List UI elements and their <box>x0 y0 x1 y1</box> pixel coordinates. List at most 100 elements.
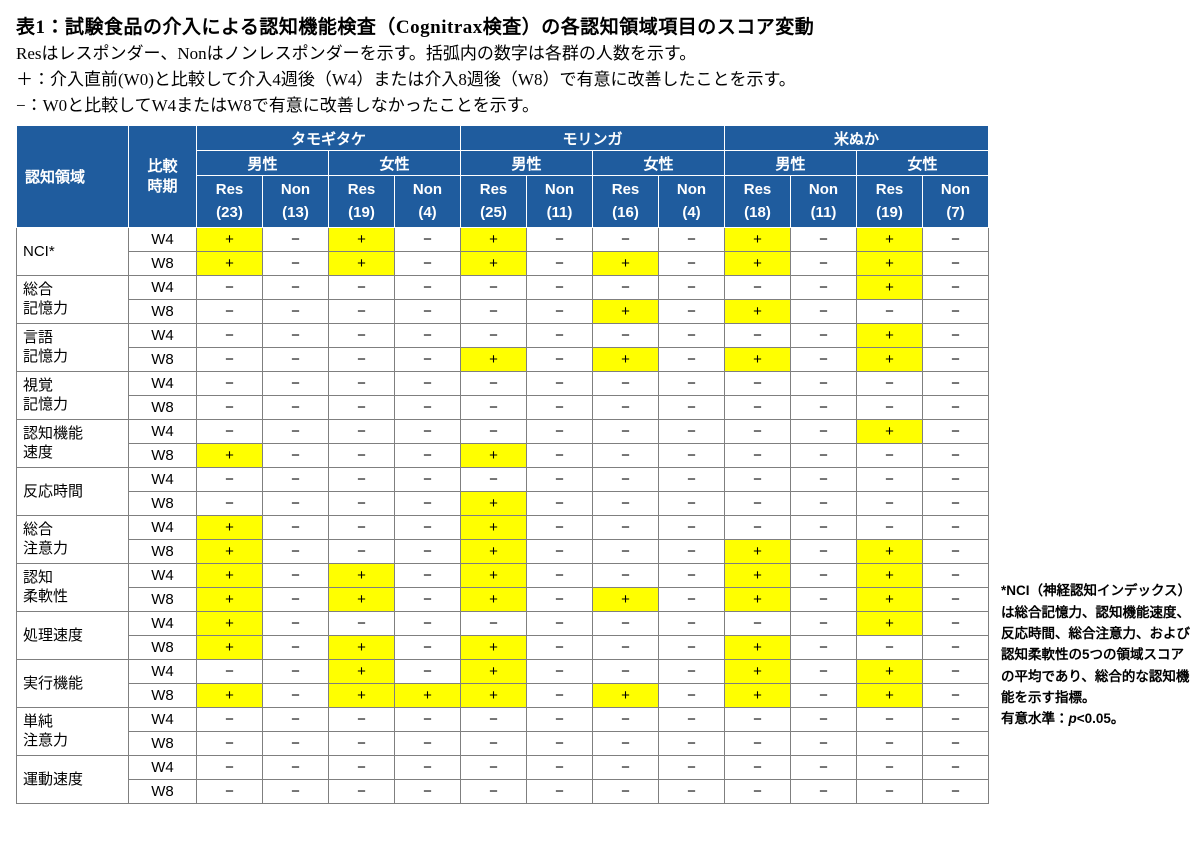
score-cell: − <box>790 227 857 253</box>
score-cell: − <box>856 515 923 541</box>
gender-header-2-1: 女性 <box>856 150 989 177</box>
gender-header-1-0: 男性 <box>460 150 593 177</box>
score-cell: − <box>262 755 329 781</box>
score-cell: − <box>724 371 791 397</box>
score-cell: − <box>328 323 395 349</box>
score-cell: − <box>196 419 263 445</box>
score-cell: − <box>394 443 461 469</box>
score-cell: − <box>592 323 659 349</box>
score-cell: + <box>328 635 395 661</box>
domain-label: 言語 記憶力 <box>16 323 129 373</box>
table-title: 表1：試験食品の介入による認知機能検査（Cognitrax検査）の各認知領域項目… <box>16 17 815 38</box>
score-cell: − <box>658 347 725 373</box>
score-cell: − <box>592 539 659 565</box>
period-cell: W4 <box>128 515 197 541</box>
score-cell: − <box>658 731 725 757</box>
score-cell: + <box>856 275 923 301</box>
score-cell: − <box>790 419 857 445</box>
score-cell: − <box>328 419 395 445</box>
score-cell: − <box>724 515 791 541</box>
score-cell: − <box>328 755 395 781</box>
score-cell: + <box>856 347 923 373</box>
score-cell: − <box>328 443 395 469</box>
score-cell: − <box>592 467 659 493</box>
score-cell: + <box>724 347 791 373</box>
score-cell: − <box>394 563 461 589</box>
domain-row-6-w8: W8 + − − − + − − − + − + − <box>17 539 989 565</box>
score-cell: − <box>196 491 263 517</box>
period-cell: W8 <box>128 587 197 613</box>
score-cell: − <box>526 635 593 661</box>
title-block: 表1：試験食品の介入による認知機能検査（Cognitrax検査）の各認知領域項目… <box>16 12 1200 118</box>
score-cell: − <box>658 227 725 253</box>
subgroup-header-0-0-0: Res (23) <box>196 175 263 229</box>
score-cell: − <box>328 539 395 565</box>
score-cell: − <box>328 611 395 637</box>
subgroup-header-1-1-0: Res (16) <box>592 175 659 229</box>
score-cell: − <box>394 275 461 301</box>
score-cell: − <box>658 515 725 541</box>
header-row-foods: 認知領域 比較 時期 タモギタケ モリンガ 米ぬか <box>16 125 989 229</box>
score-cell: − <box>196 347 263 373</box>
score-cell: + <box>328 251 395 277</box>
score-cell: − <box>262 251 329 277</box>
score-cell: + <box>856 563 923 589</box>
period-cell: W8 <box>128 347 197 373</box>
score-cell: + <box>856 419 923 445</box>
score-cell: − <box>526 731 593 757</box>
score-cell: − <box>856 635 923 661</box>
score-cell: − <box>262 635 329 661</box>
food-group-header-2: 米ぬか <box>724 125 989 152</box>
score-cell: − <box>460 395 527 421</box>
score-cell: − <box>658 443 725 469</box>
score-cell: − <box>394 371 461 397</box>
score-cell: − <box>328 707 395 733</box>
score-cell: − <box>658 251 725 277</box>
domain-row-7-w4: 認知 柔軟性 W4 + − + − + − − − + − + − <box>16 563 989 613</box>
score-cell: − <box>196 275 263 301</box>
score-cell: − <box>658 659 725 685</box>
score-cell: + <box>592 347 659 373</box>
score-cell: − <box>526 323 593 349</box>
score-cell: + <box>196 251 263 277</box>
score-cell: + <box>196 683 263 709</box>
score-cell: − <box>196 371 263 397</box>
score-cell: − <box>526 491 593 517</box>
score-cell: + <box>856 323 923 349</box>
note-responder-definition: Resはレスポンダー、Nonはノンレスポンダーを示す。括弧内の数字は各群の人数を… <box>16 44 697 63</box>
subgroup-header-0-0-1: Non (13) <box>262 175 329 229</box>
score-cell: − <box>526 755 593 781</box>
domain-row-9-w8: W8 + − + + + − + − + − + − <box>17 683 989 709</box>
score-cell: − <box>328 275 395 301</box>
subgroup-type-label: Res <box>743 181 772 199</box>
period-cell: W4 <box>128 323 197 349</box>
score-cell: + <box>724 251 791 277</box>
score-cell: − <box>724 443 791 469</box>
score-cell: − <box>592 731 659 757</box>
score-cell: − <box>724 395 791 421</box>
score-cell: − <box>196 395 263 421</box>
score-cell: − <box>526 419 593 445</box>
score-cell: + <box>460 443 527 469</box>
period-cell: W4 <box>128 755 197 781</box>
score-cell: − <box>328 299 395 325</box>
score-cell: − <box>790 347 857 373</box>
score-cell: + <box>724 227 791 253</box>
score-cell: − <box>196 779 263 805</box>
score-cell: − <box>592 227 659 253</box>
score-cell: − <box>196 731 263 757</box>
score-cell: − <box>526 347 593 373</box>
score-cell: − <box>460 611 527 637</box>
score-cell: − <box>922 299 989 325</box>
score-cell: − <box>922 491 989 517</box>
score-table: 認知領域 比較 時期 タモギタケ モリンガ 米ぬか 男性 女性 男性 女性 男性 女性 Res (23)… <box>16 125 989 805</box>
score-cell: + <box>460 683 527 709</box>
score-cell: + <box>724 635 791 661</box>
score-cell: − <box>724 467 791 493</box>
domain-row-0-w8: W8 + − + − + − + − + − + − <box>17 251 989 277</box>
score-cell: − <box>262 275 329 301</box>
score-cell: − <box>922 371 989 397</box>
significance-threshold: <0.05。 <box>1076 711 1125 727</box>
score-cell: − <box>328 515 395 541</box>
period-cell: W8 <box>128 299 197 325</box>
